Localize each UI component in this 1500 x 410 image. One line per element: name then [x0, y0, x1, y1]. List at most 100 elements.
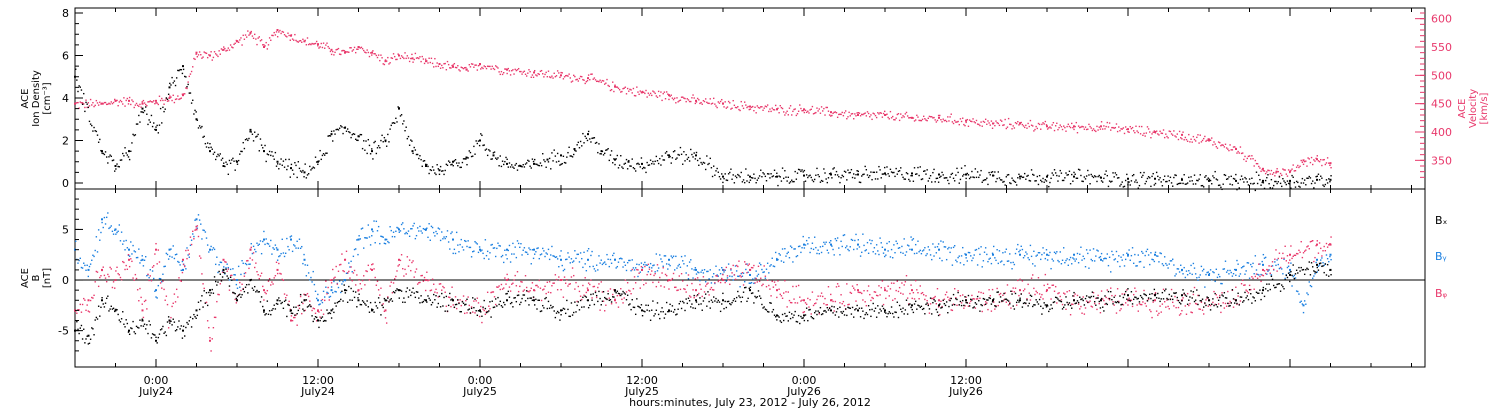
bz-series-point	[143, 300, 146, 303]
density-series-point	[1321, 177, 1323, 179]
by-series-point	[1027, 257, 1029, 259]
by-series-point	[999, 261, 1002, 263]
bz-series-point	[341, 253, 343, 255]
bz-series-point	[684, 288, 686, 291]
by-series-point	[1057, 259, 1059, 262]
by-series-point	[239, 286, 241, 288]
velocity-series-point	[290, 34, 293, 36]
by-series-point	[335, 291, 337, 293]
by-series-point	[111, 230, 114, 233]
density-series-point	[1012, 179, 1014, 182]
density-series-point	[550, 168, 552, 170]
bz-series-point	[345, 250, 348, 253]
by-series-point	[1224, 260, 1227, 262]
density-series-point	[81, 103, 84, 105]
density-series-point	[227, 173, 230, 176]
bz-series-point	[1308, 248, 1310, 250]
by-series-point	[209, 249, 211, 251]
velocity-series-point	[1021, 123, 1024, 126]
by-series-point	[989, 257, 991, 259]
velocity-series-point	[656, 96, 659, 99]
bz-series-point	[1330, 236, 1332, 238]
by-series-point	[1263, 257, 1266, 259]
density-series-point	[1239, 178, 1242, 181]
density-series-point	[293, 173, 295, 175]
bx-series-point	[506, 299, 508, 302]
density-series-point	[853, 173, 855, 175]
density-series-point	[677, 153, 679, 156]
velocity-series-point	[1192, 135, 1195, 138]
bz-series-point	[112, 281, 115, 283]
by-series-point	[290, 238, 292, 241]
bz-series-point	[1061, 303, 1064, 306]
bz-series-point	[563, 276, 566, 278]
density-series-point	[1023, 172, 1026, 175]
velocity-series-point	[188, 75, 191, 78]
velocity-series-point	[227, 47, 230, 49]
velocity-series-point	[686, 98, 689, 100]
velocity-series-point	[498, 71, 500, 73]
bz-series-point	[639, 287, 641, 289]
bx-series-point	[156, 342, 158, 344]
bz-series-point	[258, 277, 260, 280]
by-series-point	[95, 236, 98, 238]
bz-series-point	[1119, 309, 1121, 312]
by-series-point	[975, 248, 978, 251]
density-series-point	[206, 142, 209, 144]
bz-series-point	[887, 285, 889, 287]
by-series-point	[1089, 249, 1091, 251]
bz-series-point	[747, 264, 749, 267]
velocity-series-point	[530, 76, 532, 78]
by-series-point	[982, 260, 985, 262]
bz-series-point	[377, 289, 380, 291]
bz-series-point	[177, 296, 179, 298]
bz-series-point	[278, 262, 280, 265]
bz-series-point	[124, 268, 126, 271]
by-series-point	[383, 242, 386, 245]
bz-series-point	[1124, 302, 1127, 304]
density-series-point	[75, 68, 77, 70]
bz-series-point	[974, 307, 977, 309]
density-series-point	[963, 173, 965, 176]
bx-series-point	[328, 312, 330, 314]
density-series-point	[1004, 184, 1006, 186]
by-series-point	[310, 276, 312, 279]
by-series-point	[1136, 265, 1138, 267]
velocity-series-point	[468, 64, 470, 66]
bz-series-point	[104, 277, 107, 279]
density-series-point	[911, 172, 913, 175]
density-series-point	[669, 155, 671, 158]
by-series-point	[192, 233, 194, 235]
bz-series-point	[675, 286, 677, 288]
by-series-point	[169, 255, 171, 258]
density-series-point	[288, 158, 290, 161]
by-series-point	[404, 233, 406, 235]
by-series-point	[1067, 264, 1069, 266]
velocity-series-point	[923, 115, 925, 118]
density-series-point	[1219, 184, 1221, 186]
velocity-series-point	[881, 116, 884, 118]
bz-series-point	[206, 320, 209, 322]
velocity-series-point	[1007, 117, 1010, 120]
by-series-point	[161, 281, 163, 283]
velocity-series-point	[921, 118, 924, 121]
velocity-series-point	[174, 98, 177, 101]
density-series-point	[294, 162, 296, 164]
velocity-series-point	[1034, 128, 1036, 131]
velocity-series-point	[356, 48, 358, 50]
bz-series-point	[663, 286, 666, 288]
bx-series-point	[335, 305, 337, 307]
velocity-series-point	[1153, 130, 1156, 132]
by-series-point	[1180, 264, 1182, 266]
bx-series-point	[389, 299, 391, 301]
density-series-point	[1292, 176, 1294, 178]
by-series-point	[313, 283, 316, 286]
bz-series-point	[914, 279, 917, 282]
bz-series-point	[335, 265, 337, 268]
by-series-point	[952, 246, 955, 249]
bz-series-point	[763, 265, 765, 267]
density-series-point	[343, 127, 345, 129]
density-series-point	[216, 155, 218, 158]
density-series-point	[900, 167, 902, 169]
density-series-point	[1208, 179, 1210, 182]
